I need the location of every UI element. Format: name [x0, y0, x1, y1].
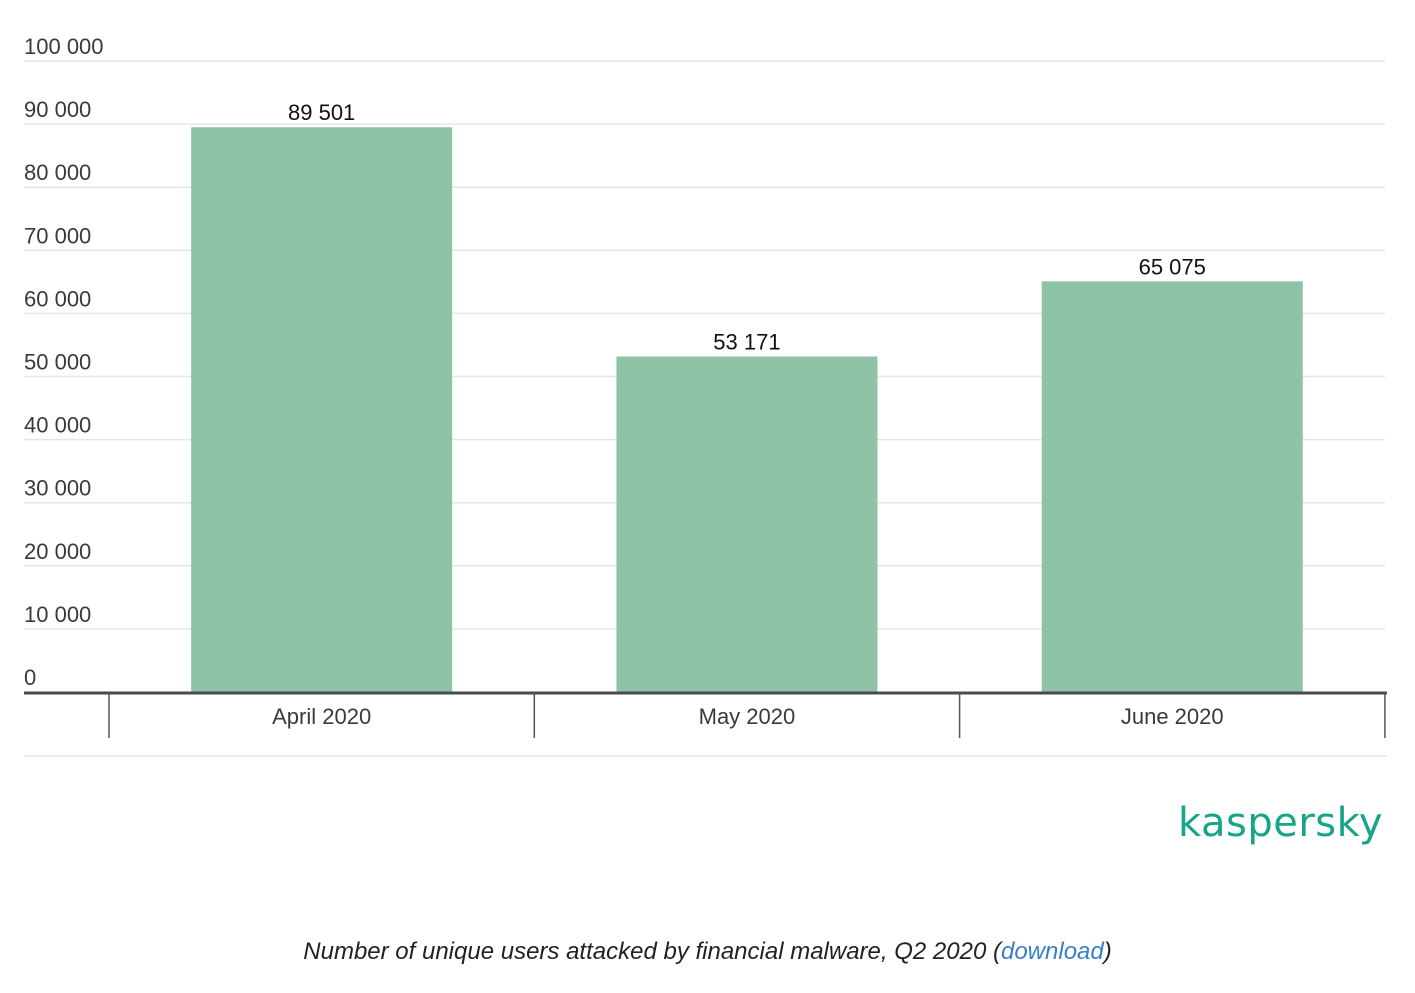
data-label: 53 171 [713, 329, 780, 354]
chart-caption: Number of unique users attacked by finan… [0, 938, 1415, 966]
y-tick-label: 70 000 [24, 223, 91, 248]
y-tick-label: 100 000 [24, 34, 104, 59]
y-tick-label: 10 000 [24, 602, 91, 627]
y-tick-label: 20 000 [24, 539, 91, 564]
caption-paren-open: ( [986, 938, 1001, 965]
caption-paren-close: ) [1103, 938, 1112, 965]
data-labels: 89 501 53 171 65 075 [288, 100, 1206, 354]
y-tick-label: 40 000 [24, 413, 91, 438]
y-tick-label: 30 000 [24, 476, 91, 501]
x-tick-label: April 2020 [272, 704, 371, 729]
x-tick-label: May 2020 [699, 704, 796, 729]
bar [616, 356, 878, 692]
y-tick-label: 80 000 [24, 160, 91, 185]
x-axis: April 2020 May 2020 June 2020 [24, 691, 1387, 757]
y-tick-label: 60 000 [24, 286, 91, 311]
y-tick-label: 90 000 [24, 97, 91, 122]
bar [1041, 281, 1303, 692]
bar-chart: 89 501 53 171 65 075 0 10 000 20 000 30 000 40… [24, 34, 1387, 757]
x-tick-label: June 2020 [1121, 704, 1224, 729]
download-link[interactable]: download [1000, 938, 1104, 965]
y-axis-ticks: 0 10 000 20 000 30 000 40 000 50 000 60 000 70 … [24, 34, 104, 690]
bars [191, 127, 1303, 693]
kaspersky-logo: kaspersky [1178, 800, 1384, 846]
data-label: 89 501 [288, 100, 355, 125]
bar [191, 127, 453, 693]
y-tick-label: 50 000 [24, 350, 91, 375]
data-label: 65 075 [1139, 254, 1206, 279]
y-tick-label: 0 [24, 665, 36, 690]
caption-text: Number of unique users attacked by finan… [303, 938, 987, 965]
